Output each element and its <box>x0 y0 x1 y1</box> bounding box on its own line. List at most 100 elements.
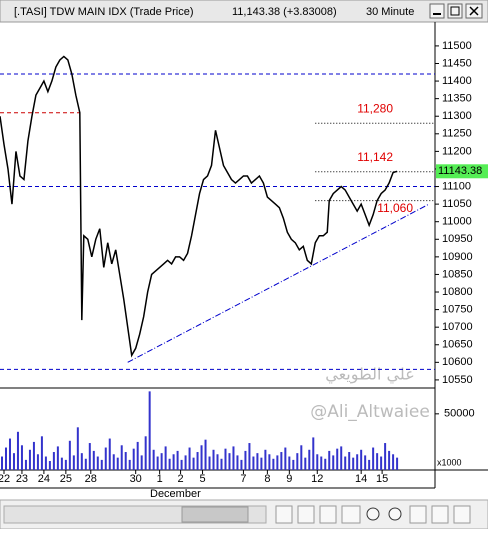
volume-bar <box>276 455 279 470</box>
y-tick-label: 11050 <box>442 198 472 210</box>
volume-bar <box>160 453 163 470</box>
volume-bar <box>216 454 219 470</box>
y-tick-label: 10600 <box>442 356 473 368</box>
volume-bar <box>392 454 395 470</box>
volume-bar <box>156 456 159 470</box>
x-tick-label: 7 <box>240 473 246 485</box>
volume-bar <box>240 459 243 470</box>
scroll-thumb[interactable] <box>181 506 249 523</box>
volume-bar <box>348 452 351 470</box>
y-tick-label: 11250 <box>442 128 472 140</box>
volume-bar <box>244 450 247 470</box>
volume-bar <box>124 452 127 470</box>
pan-button[interactable] <box>341 505 361 524</box>
volume-bar <box>184 455 187 470</box>
volume-bar <box>228 453 231 470</box>
y-tick-label: 11100 <box>442 180 471 192</box>
volume-bar <box>60 457 63 470</box>
volume-bar <box>356 454 359 470</box>
refresh-button[interactable] <box>275 505 293 524</box>
x-tick-label: 8 <box>264 473 270 485</box>
y-tick-label: 11000 <box>442 216 472 228</box>
volume-bar <box>164 446 167 470</box>
volume-bar <box>380 456 383 470</box>
volume-bar <box>92 450 95 470</box>
level-label: 11,280 <box>357 101 393 115</box>
chart-title: [.TASI] TDW MAIN IDX (Trade Price) <box>14 6 193 18</box>
volume-bar <box>332 455 335 470</box>
x-tick-label: 2 <box>178 473 184 485</box>
volume-bar <box>328 450 331 470</box>
zoom-out-button[interactable] <box>366 507 380 521</box>
volume-bar <box>256 453 259 470</box>
y-tick-label: 10950 <box>442 233 473 245</box>
volume-bar <box>176 450 179 470</box>
volume-bar <box>296 453 299 470</box>
volume-bar <box>136 441 139 470</box>
volume-bar <box>364 455 367 470</box>
x-month-label: December <box>150 488 201 500</box>
volume-bar <box>88 443 91 470</box>
volume-bar <box>24 459 27 470</box>
volume-bar <box>1 456 3 470</box>
volume-bar <box>44 456 47 470</box>
y-tick-label: 10850 <box>442 268 473 280</box>
volume-bar <box>152 449 155 470</box>
fit-button[interactable] <box>431 505 449 524</box>
volume-bar <box>324 458 327 470</box>
toolbar <box>0 499 488 530</box>
volume-bar <box>80 453 83 470</box>
volume-bar <box>212 449 215 470</box>
y-tick-label: 11450 <box>442 57 472 69</box>
x-tick-label: 30 <box>130 473 142 485</box>
volume-bar <box>272 458 275 470</box>
volume-bar <box>200 445 203 470</box>
volume-bar <box>132 448 135 470</box>
volume-bar <box>268 454 271 470</box>
volume-bar <box>300 445 303 470</box>
volume-bar <box>36 454 39 470</box>
save-button[interactable] <box>453 505 471 524</box>
volume-bar <box>112 454 115 470</box>
volume-bar <box>396 457 399 470</box>
x-tick-label: 15 <box>376 473 388 485</box>
volume-bar <box>372 447 375 470</box>
volume-bar <box>292 459 295 470</box>
x-tick-label: 1 <box>157 473 163 485</box>
interval: 30 Minute <box>366 6 414 18</box>
watermark: علي الطويعي <box>325 365 414 385</box>
volume-bar <box>172 454 175 470</box>
pointer-button[interactable] <box>319 505 337 524</box>
volume-bar <box>52 452 55 470</box>
volume-bar <box>224 448 227 470</box>
volume-bar <box>116 457 119 470</box>
volume-bar <box>108 438 111 470</box>
volume-bar <box>140 455 143 470</box>
maximize-button[interactable] <box>447 3 463 19</box>
volume-bar <box>8 438 11 470</box>
zoom-in-button[interactable] <box>388 507 402 521</box>
window-buttons <box>429 3 483 19</box>
volume-bar <box>352 457 355 470</box>
volume-bar <box>28 449 31 470</box>
volume-bar <box>384 443 387 470</box>
x-tick-label: 28 <box>85 473 97 485</box>
minimize-button[interactable] <box>429 3 445 19</box>
level-label: 11,060 <box>377 201 413 215</box>
trendline <box>127 203 430 363</box>
settings-button[interactable] <box>409 505 427 524</box>
volume-bar <box>280 452 283 470</box>
x-tick-label: 24 <box>38 473 50 485</box>
volume-bar <box>388 450 391 470</box>
volume-bar <box>304 457 307 470</box>
x-tick-label: 22 <box>0 473 10 485</box>
volume-bar <box>368 459 371 470</box>
volume-bar <box>260 457 263 470</box>
x-tick-label: 23 <box>16 473 28 485</box>
volume-bar <box>120 445 123 470</box>
volume-bar <box>48 461 51 470</box>
volume-bar <box>236 455 239 470</box>
volume-bar <box>32 441 35 470</box>
volume-bar <box>104 447 107 470</box>
zoom-tool-button[interactable] <box>297 505 315 524</box>
